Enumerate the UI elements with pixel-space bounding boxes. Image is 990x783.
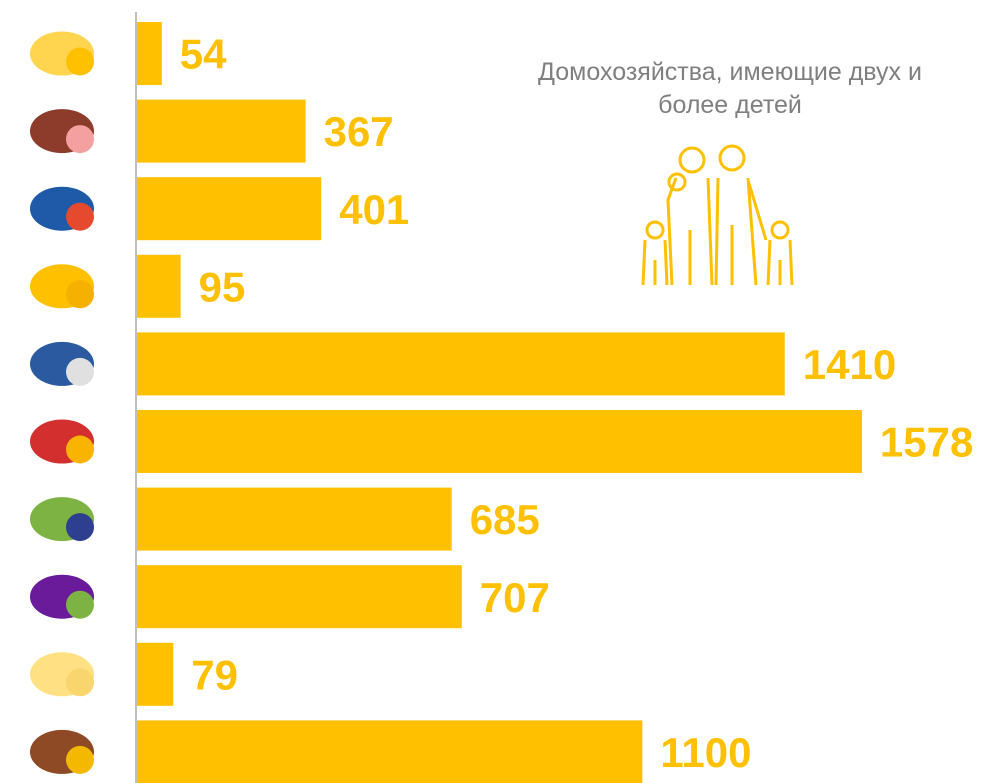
food-icon: [66, 48, 94, 76]
bar: [137, 255, 181, 318]
bar: [137, 565, 462, 628]
bar: [137, 177, 321, 240]
value-label: 367: [324, 108, 394, 155]
food-icon: [66, 668, 94, 696]
bar: [137, 643, 173, 706]
value-label: 401: [339, 186, 409, 233]
food-icon: [66, 358, 94, 386]
value-label: 1100: [660, 729, 751, 776]
family-icon: [643, 146, 792, 285]
food-icon: [66, 746, 94, 774]
food-icon: [66, 436, 94, 464]
food-icon: [66, 513, 94, 541]
value-label: 1410: [803, 341, 896, 388]
bar: [137, 22, 162, 85]
value-label: 79: [191, 651, 238, 698]
value-label: 707: [480, 574, 550, 621]
value-label: 54: [180, 31, 227, 78]
page: 54 367 401 95 1410 1578 685 707 79 1100 Домохозяй…: [0, 0, 990, 783]
food-icon: [66, 203, 94, 231]
icons: [30, 32, 94, 774]
food-icon: [66, 591, 94, 619]
bar: [137, 488, 452, 551]
food-icon: [66, 280, 94, 308]
bar: [137, 100, 306, 163]
bar: [137, 410, 862, 473]
value-label: 1578: [880, 419, 973, 466]
food-icon: [66, 125, 94, 153]
value-label: 95: [199, 263, 246, 310]
bar: [137, 720, 642, 783]
chart-title: Домохозяйства, имеющие двух и более дете…: [520, 56, 940, 122]
value-label: 685: [470, 496, 540, 543]
bar: [137, 332, 785, 395]
